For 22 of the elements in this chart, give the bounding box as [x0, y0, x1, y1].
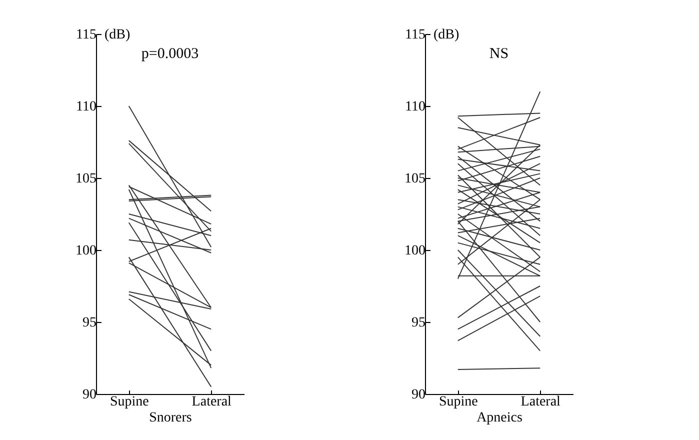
x-tick-label: Lateral: [520, 394, 561, 410]
annotation: p=0.0003: [141, 46, 199, 62]
y-tick-label: 105: [76, 172, 96, 186]
y-tick-label: 115: [405, 28, 426, 42]
y-axis-title: (dB): [434, 28, 460, 42]
x-axis-title: Apneics: [476, 410, 522, 426]
y-axis-title: (dB): [104, 28, 130, 42]
y-tick-label: 90: [412, 388, 426, 402]
x-axis-title: Snorers: [149, 410, 192, 426]
y-tick-label: 110: [76, 100, 96, 114]
y-tick-label: 100: [76, 244, 96, 258]
y-tick-label: 110: [405, 100, 426, 114]
y-tick-label: 95: [82, 316, 96, 330]
x-tick-label: Supine: [438, 394, 478, 410]
y-tick-label: 100: [404, 244, 426, 258]
x-tick-label: Supine: [110, 394, 149, 410]
y-tick-label: 115: [76, 28, 96, 42]
annotation: NS: [489, 46, 509, 62]
x-tick-label: Lateral: [192, 394, 232, 410]
y-tick-label: 90: [82, 388, 96, 402]
y-tick-label: 105: [404, 172, 426, 186]
y-tick-label: 95: [412, 316, 426, 330]
